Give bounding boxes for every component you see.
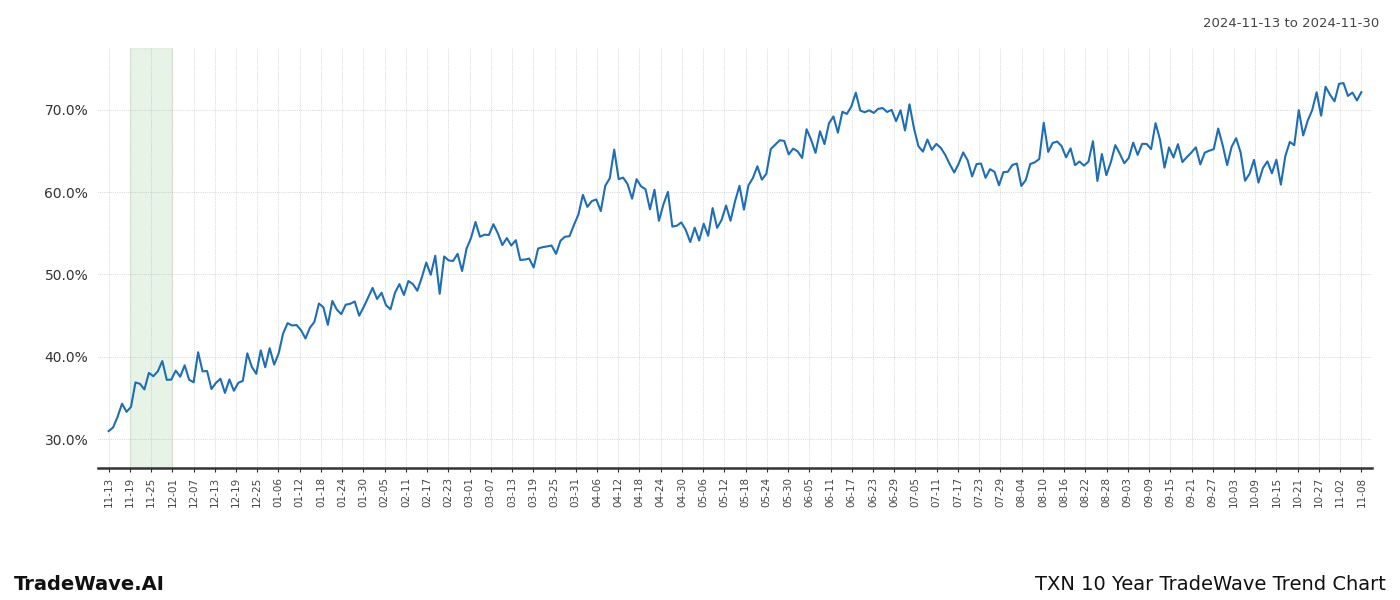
Text: TXN 10 Year TradeWave Trend Chart: TXN 10 Year TradeWave Trend Chart bbox=[1035, 575, 1386, 594]
Text: 2024-11-13 to 2024-11-30: 2024-11-13 to 2024-11-30 bbox=[1203, 17, 1379, 30]
Bar bbox=[130, 48, 172, 468]
Text: TradeWave.AI: TradeWave.AI bbox=[14, 575, 165, 594]
